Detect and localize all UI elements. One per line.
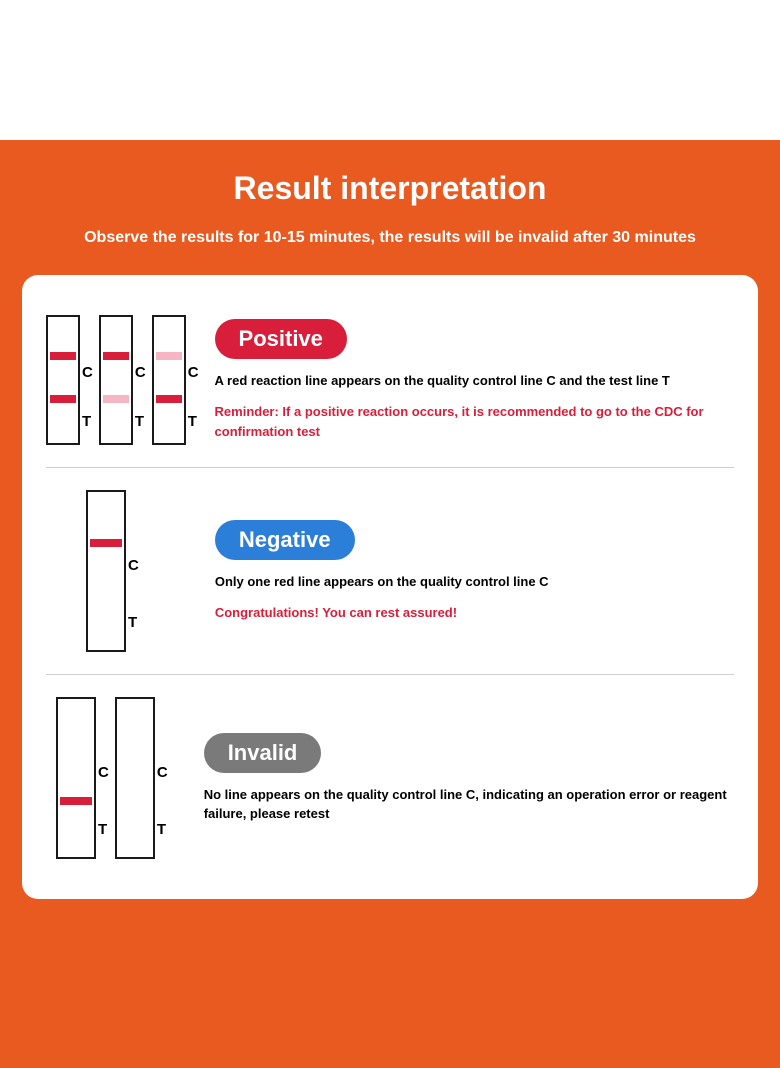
label-t: T [135, 414, 146, 429]
strip-negative-1: C T [86, 490, 139, 652]
test-strip [56, 697, 96, 859]
badge-positive: Positive [215, 319, 347, 359]
label-c: C [135, 365, 146, 380]
c-line [156, 352, 182, 360]
label-c: C [128, 558, 139, 573]
negative-strips: C T [46, 490, 199, 652]
test-strip [115, 697, 155, 859]
strip-labels: C T [135, 331, 146, 429]
strip-labels: C T [128, 512, 139, 630]
page-wrapper: Result interpretation Observe the result… [0, 0, 780, 1068]
section-positive: C T C T [46, 303, 734, 457]
negative-note: Congratulations! You can rest assured! [215, 603, 734, 623]
label-t: T [98, 822, 109, 837]
negative-description: Only one red line appears on the quality… [215, 572, 734, 592]
positive-text: Positive A red reaction line appears on … [215, 319, 734, 442]
invalid-strips: C T C T [46, 697, 188, 859]
t-line [156, 395, 182, 403]
divider [46, 467, 734, 468]
c-line [50, 352, 76, 360]
negative-text: Negative Only one red line appears on th… [215, 520, 734, 623]
test-strip [46, 315, 80, 445]
section-negative: C T Negative Only one red line appears o… [46, 478, 734, 664]
label-t: T [128, 615, 139, 630]
strip-positive-3: C T [152, 315, 199, 445]
page-subtitle: Observe the results for 10-15 minutes, t… [22, 229, 758, 247]
page-title: Result interpretation [22, 170, 758, 207]
strip-invalid-2: C T [115, 697, 168, 859]
strip-labels: C T [188, 331, 199, 429]
top-whitespace [0, 0, 780, 140]
test-strip [99, 315, 133, 445]
results-card: C T C T [22, 275, 758, 899]
label-c: C [98, 765, 109, 780]
label-c: C [82, 365, 93, 380]
positive-note: Reminder: If a positive reaction occurs,… [215, 402, 734, 441]
section-invalid: C T C T Invalid No [46, 685, 734, 871]
positive-strips: C T C T [46, 315, 199, 445]
label-c: C [157, 765, 168, 780]
test-strip [86, 490, 126, 652]
t-line [50, 395, 76, 403]
strip-labels: C T [98, 719, 109, 837]
badge-negative: Negative [215, 520, 355, 560]
orange-container: Result interpretation Observe the result… [0, 140, 780, 1068]
strip-labels: C T [157, 719, 168, 837]
strip-labels: C T [82, 331, 93, 429]
test-strip [152, 315, 186, 445]
invalid-text: Invalid No line appears on the quality c… [204, 733, 734, 824]
label-t: T [188, 414, 199, 429]
badge-invalid: Invalid [204, 733, 322, 773]
t-line [103, 395, 129, 403]
positive-description: A red reaction line appears on the quali… [215, 371, 734, 391]
invalid-description: No line appears on the quality control l… [204, 785, 734, 824]
label-c: C [188, 365, 199, 380]
c-line [103, 352, 129, 360]
t-line [60, 797, 92, 805]
label-t: T [157, 822, 168, 837]
c-line [90, 539, 122, 547]
divider [46, 674, 734, 675]
label-t: T [82, 414, 93, 429]
strip-positive-2: C T [99, 315, 146, 445]
strip-invalid-1: C T [56, 697, 109, 859]
strip-positive-1: C T [46, 315, 93, 445]
